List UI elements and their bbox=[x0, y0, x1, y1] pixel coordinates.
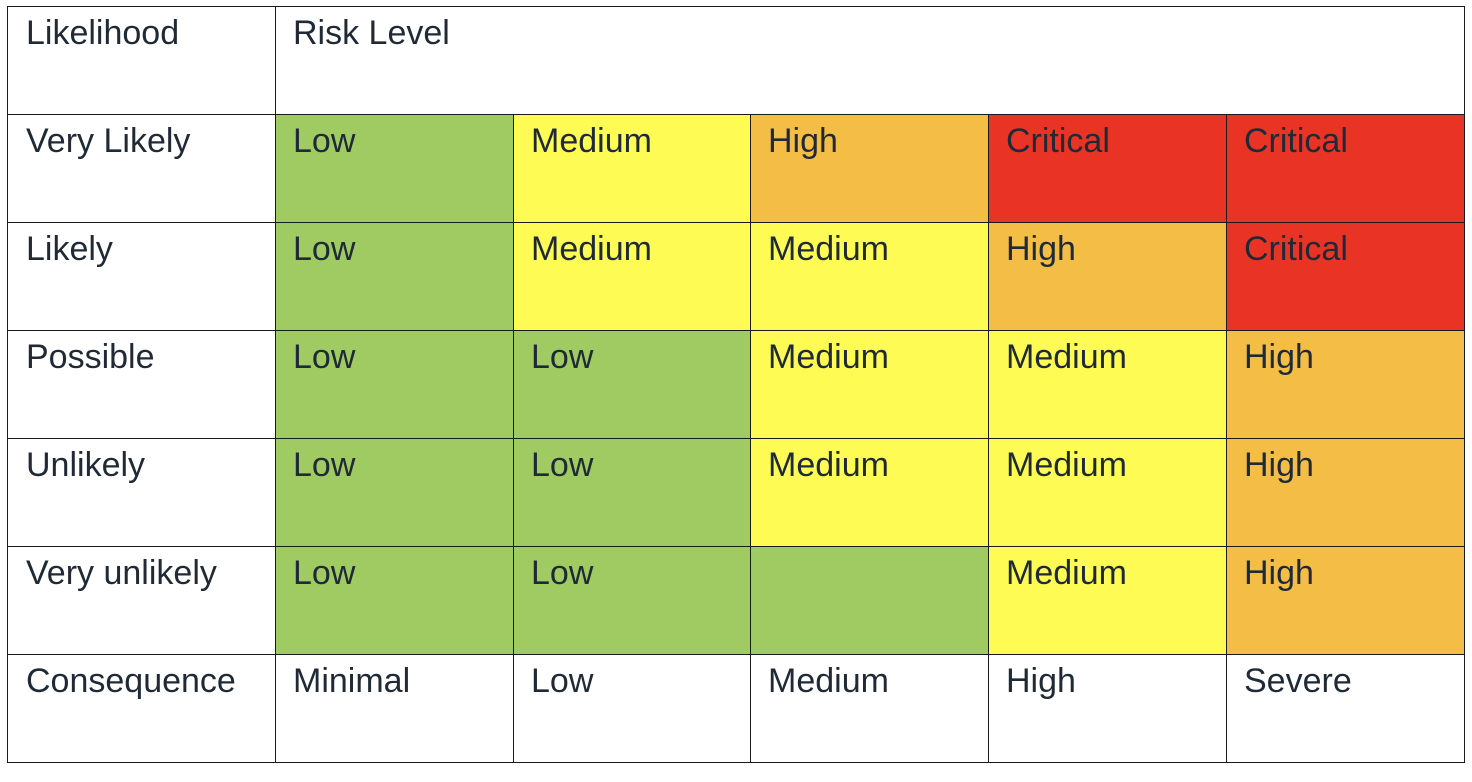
risk-cell: Medium bbox=[513, 222, 751, 331]
risk-cell: Critical bbox=[1226, 222, 1465, 331]
risk-level-text: Low bbox=[293, 338, 356, 376]
consequence-label-cell: Consequence bbox=[7, 654, 276, 763]
risk-level-text: Low bbox=[293, 230, 356, 268]
likelihood-label-cell: Possible bbox=[7, 330, 276, 439]
likelihood-label: Likely bbox=[26, 230, 113, 268]
risk-cell: Low bbox=[275, 330, 514, 439]
likelihood-header-label: Likelihood bbox=[26, 14, 180, 52]
risk-cell: Low bbox=[275, 222, 514, 331]
risk-level-text: Critical bbox=[1006, 122, 1110, 160]
likelihood-label-cell: Very Likely bbox=[7, 114, 276, 223]
risk-cell: Medium bbox=[750, 438, 989, 547]
risk-cell: High bbox=[988, 222, 1227, 331]
risk-level-text: Medium bbox=[1006, 338, 1127, 376]
risk-level-header-cell: Risk Level bbox=[275, 6, 1465, 115]
likelihood-label: Unlikely bbox=[26, 446, 146, 484]
likelihood-label-cell: Unlikely bbox=[7, 438, 276, 547]
risk-level-text: Low bbox=[293, 554, 356, 592]
risk-cell: Low bbox=[275, 438, 514, 547]
risk-level-text: High bbox=[1244, 338, 1314, 376]
consequence-row: Consequence Minimal Low Medium High Severe bbox=[7, 654, 1465, 763]
risk-cell: Medium bbox=[750, 330, 989, 439]
risk-level-text: Medium bbox=[768, 230, 889, 268]
risk-level-text: Low bbox=[293, 122, 356, 160]
risk-level-text: Critical bbox=[1244, 122, 1348, 160]
likelihood-header-cell: Likelihood bbox=[7, 6, 276, 115]
header-row: Likelihood Risk Level bbox=[7, 6, 1465, 115]
risk-cell: High bbox=[1226, 330, 1465, 439]
consequence-cell: Low bbox=[513, 654, 751, 763]
likelihood-row: Unlikely Low Low Medium Medium High bbox=[7, 438, 1465, 547]
risk-level-text: Medium bbox=[768, 446, 889, 484]
consequence-value: Low bbox=[531, 662, 594, 700]
likelihood-label: Very Likely bbox=[26, 122, 191, 160]
risk-level-text: Low bbox=[531, 554, 594, 592]
likelihood-label: Possible bbox=[26, 338, 155, 376]
risk-cell: High bbox=[1226, 546, 1465, 655]
likelihood-row: Very Likely Low Medium High Critical Critical bbox=[7, 114, 1465, 223]
risk-level-text: High bbox=[1006, 230, 1076, 268]
risk-cell bbox=[750, 546, 989, 655]
risk-level-text bbox=[751, 547, 988, 556]
likelihood-row: Very unlikely Low Low Medium High bbox=[7, 546, 1465, 655]
consequence-cell: High bbox=[988, 654, 1227, 763]
risk-cell: Low bbox=[275, 546, 514, 655]
risk-cell: Critical bbox=[1226, 114, 1465, 223]
risk-matrix-table: Likelihood Risk Level Very Likely Low Medi… bbox=[7, 6, 1465, 763]
consequence-value: Minimal bbox=[293, 662, 411, 700]
likelihood-row: Likely Low Medium Medium High Critical bbox=[7, 222, 1465, 331]
consequence-cell: Medium bbox=[750, 654, 989, 763]
likelihood-label-cell: Very unlikely bbox=[7, 546, 276, 655]
risk-cell: Low bbox=[513, 438, 751, 547]
risk-level-text: Critical bbox=[1244, 230, 1348, 268]
risk-level-header-label: Risk Level bbox=[293, 14, 450, 52]
risk-cell: Low bbox=[513, 330, 751, 439]
risk-level-text: Medium bbox=[768, 338, 889, 376]
risk-level-text: High bbox=[768, 122, 838, 160]
risk-cell: Critical bbox=[988, 114, 1227, 223]
likelihood-label: Very unlikely bbox=[26, 554, 217, 592]
consequence-label: Consequence bbox=[26, 662, 236, 700]
risk-cell: Medium bbox=[988, 546, 1227, 655]
risk-level-text: Low bbox=[531, 338, 594, 376]
consequence-cell: Minimal bbox=[275, 654, 514, 763]
likelihood-label-cell: Likely bbox=[7, 222, 276, 331]
consequence-value: High bbox=[1006, 662, 1076, 700]
likelihood-row: Possible Low Low Medium Medium High bbox=[7, 330, 1465, 439]
consequence-cell: Severe bbox=[1226, 654, 1465, 763]
risk-level-text: High bbox=[1244, 554, 1314, 592]
risk-cell: Medium bbox=[750, 222, 989, 331]
risk-level-text: Medium bbox=[531, 230, 652, 268]
risk-cell: Medium bbox=[988, 438, 1227, 547]
risk-cell: Low bbox=[275, 114, 514, 223]
risk-cell: Medium bbox=[513, 114, 751, 223]
risk-level-text: High bbox=[1244, 446, 1314, 484]
consequence-value: Medium bbox=[768, 662, 889, 700]
consequence-value: Severe bbox=[1244, 662, 1352, 700]
risk-cell: High bbox=[1226, 438, 1465, 547]
risk-level-text: Medium bbox=[1006, 446, 1127, 484]
risk-level-text: Medium bbox=[1006, 554, 1127, 592]
risk-cell: Medium bbox=[988, 330, 1227, 439]
risk-cell: Low bbox=[513, 546, 751, 655]
risk-level-text: Low bbox=[531, 446, 594, 484]
risk-cell: High bbox=[750, 114, 989, 223]
risk-level-text: Low bbox=[293, 446, 356, 484]
risk-level-text: Medium bbox=[531, 122, 652, 160]
